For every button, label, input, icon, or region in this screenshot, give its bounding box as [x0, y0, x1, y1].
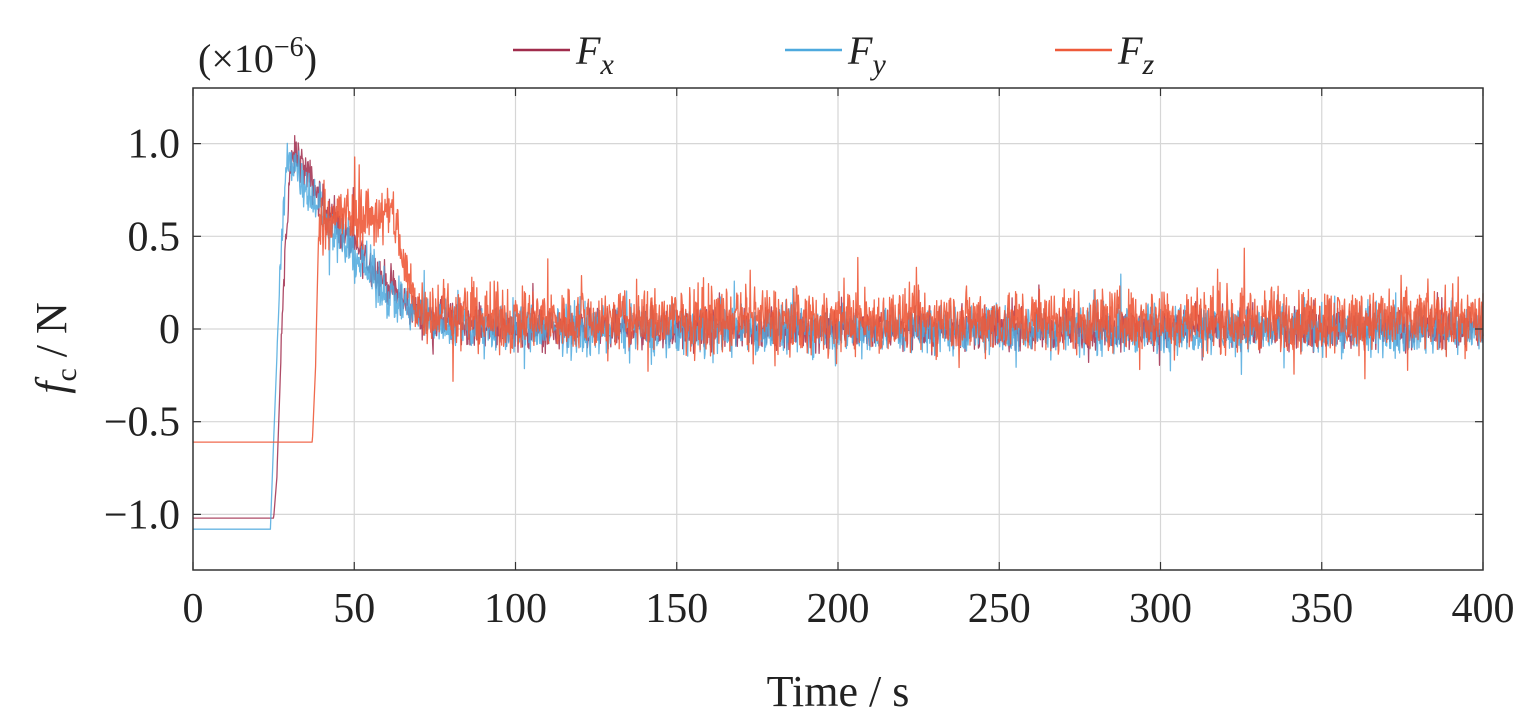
- y-multiplier-base: (×10: [198, 36, 274, 81]
- legend-label-fy: Fy: [847, 28, 886, 81]
- y-multiplier-close: ): [304, 36, 317, 81]
- series-line-fz: [192, 156, 1484, 443]
- y-tick-label: 0: [159, 307, 180, 353]
- x-axis-label: Time / s: [767, 667, 910, 716]
- x-tick-label: 300: [1129, 586, 1192, 632]
- legend-label-fz: Fz: [1117, 28, 1154, 81]
- x-tick-label: 100: [484, 586, 547, 632]
- legend-item-fy: Fy: [785, 28, 886, 81]
- x-tick-label: 150: [645, 586, 708, 632]
- legend-item-fx: Fx: [513, 28, 614, 81]
- x-tick-label: 0: [183, 586, 204, 632]
- x-tick-label: 50: [333, 586, 375, 632]
- legend: Fx Fy Fz: [513, 28, 1154, 81]
- y-axis-label-unit: / N: [27, 302, 76, 368]
- x-tick-labels: 0 50 100 150 200 250 300 350 400: [183, 586, 1515, 632]
- axis-ticks: [192, 88, 1484, 570]
- y-tick-labels: −1.0 −0.5 0 0.5 1.0: [104, 122, 180, 539]
- y-tick-label: −1.0: [104, 492, 180, 538]
- x-tick-label: 200: [807, 586, 870, 632]
- legend-label-fx: Fx: [575, 28, 614, 81]
- series-layer: [192, 134, 1484, 530]
- y-multiplier: (×10−6): [198, 32, 317, 81]
- x-tick-label: 250: [968, 586, 1031, 632]
- y-axis-label-subscript: c: [50, 368, 83, 381]
- y-tick-label: −0.5: [104, 400, 180, 446]
- y-axis-label: fc / N: [27, 302, 83, 394]
- y-multiplier-exponent: −6: [274, 32, 304, 63]
- y-tick-label: 1.0: [128, 122, 181, 168]
- x-tick-label: 350: [1290, 586, 1353, 632]
- x-tick-label: 400: [1452, 586, 1515, 632]
- legend-item-fz: Fz: [1055, 28, 1154, 81]
- y-tick-label: 0.5: [128, 214, 181, 260]
